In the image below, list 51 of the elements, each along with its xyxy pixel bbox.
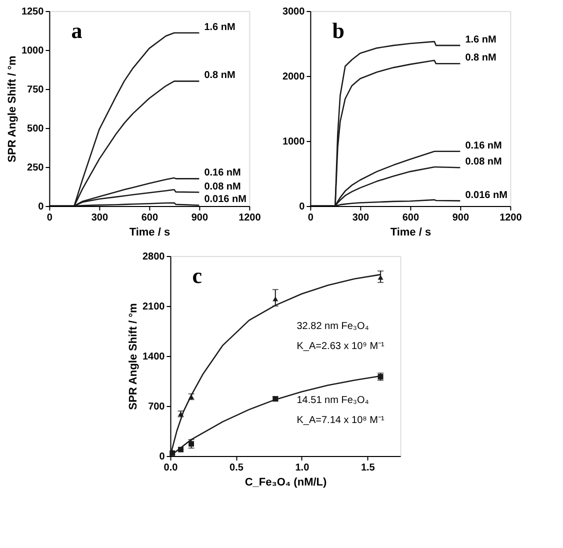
y-tick-label: 2000: [282, 72, 306, 82]
annotation: K_A=2.63 x 10⁹ M⁻¹: [296, 341, 386, 352]
x-axis-title: C_Fe₃O₄ (nM/L): [244, 476, 327, 488]
x-tick-label: 600: [402, 212, 420, 224]
y-tick-label: 500: [27, 124, 44, 134]
series-label: 0.08 nM: [465, 156, 502, 168]
series-label: 0.016 nM: [465, 190, 508, 201]
y-tick-label: 0: [299, 202, 306, 212]
x-tick-label: 1.0: [295, 462, 310, 474]
annotation: 32.82 nm Fe₃O₄: [296, 321, 369, 332]
y-tick-label: 2800: [142, 252, 166, 262]
x-tick-label: 600: [141, 212, 158, 224]
x-axis-title: Time / s: [129, 226, 170, 238]
annotation: 14.51 nm Fe₃O₄: [296, 395, 369, 406]
series-label: 0.16 nM: [465, 140, 502, 152]
x-tick-label: 0: [46, 212, 53, 224]
x-tick-label: 1200: [500, 212, 522, 224]
annotation: c: [192, 263, 202, 288]
y-tick-label: 1000: [282, 136, 306, 148]
y-tick-label: 1000: [21, 46, 44, 56]
annotation: a: [71, 18, 82, 43]
annotation: K_A=7.14 x 10⁸ M⁻¹: [296, 415, 385, 426]
x-axis-title: Time / s: [390, 226, 432, 238]
annotation: b: [332, 18, 344, 43]
x-tick-label: 300: [352, 212, 370, 224]
y-tick-label: 750: [27, 84, 44, 96]
y-tick-label: 1250: [21, 6, 44, 18]
series-label: 0.8 nM: [204, 70, 236, 82]
x-tick-label: 900: [452, 212, 470, 224]
series-label: 0.8 nM: [465, 52, 496, 64]
x-tick-label: 0.0: [164, 462, 178, 474]
series-label: 0.08 nM: [204, 181, 241, 192]
x-tick-label: 0.5: [230, 462, 244, 474]
x-tick-label: 1200: [238, 212, 262, 224]
series-label: 0.16 nM: [204, 168, 241, 179]
series-label: 1.6 nM: [204, 22, 236, 33]
y-axis-title: SPR Angle Shift / °m: [6, 55, 18, 162]
x-tick-label: 900: [191, 212, 208, 224]
series-label: 1.6 nM: [465, 34, 496, 46]
x-tick-label: 1.5: [360, 462, 376, 474]
x-tick-label: 300: [91, 212, 108, 224]
y-tick-label: 700: [148, 402, 166, 412]
x-tick-label: 0: [308, 212, 314, 224]
y-tick-label: 3000: [282, 6, 306, 18]
y-tick-label: 250: [27, 162, 44, 174]
y-tick-label: 0: [159, 452, 166, 462]
y-tick-label: 1400: [142, 352, 166, 362]
series-label: 0.016 nM: [204, 194, 246, 206]
y-axis-title: SPR Angle Shift / °m: [128, 302, 140, 410]
y-tick-label: 0: [38, 202, 44, 212]
y-tick-label: 2100: [142, 302, 166, 312]
